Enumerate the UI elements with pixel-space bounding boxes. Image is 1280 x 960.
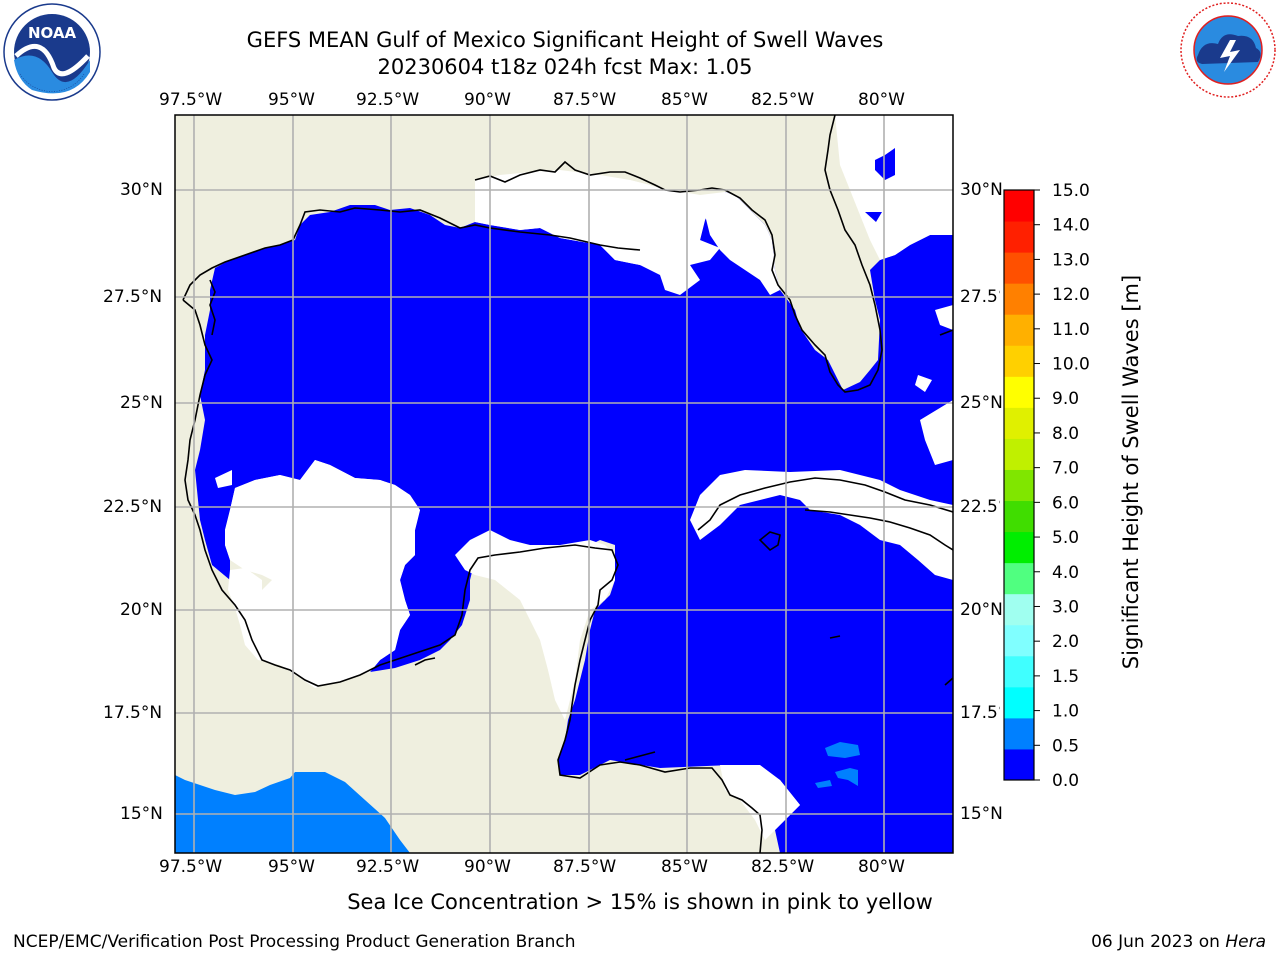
lat-label-left: 20°N: [120, 600, 163, 620]
nodata-florida-west: [700, 192, 780, 295]
colorbar-segment: [1004, 748, 1034, 781]
nws-logo: [1180, 2, 1276, 98]
chart-title: GEFS MEAN Gulf of Mexico Significant Hei…: [246, 28, 884, 52]
colorbar-segment: [1004, 252, 1034, 284]
lon-label-bottom: 97.5°W: [159, 857, 223, 877]
colorbar-segment: [1004, 283, 1034, 315]
colorbar-label: Significant Height of Swell Waves [m]: [1119, 274, 1143, 670]
colorbar-segment: [1004, 407, 1034, 439]
colorbar: [1003, 189, 1035, 781]
lat-label-right: 17.5°N: [960, 703, 1000, 723]
nodata-bahamas: [915, 305, 953, 465]
lon-label-top: 92.5°W: [356, 90, 420, 110]
lon-label-top: 90°W: [464, 90, 511, 110]
swell-field-low: [195, 192, 953, 853]
blue-atlantic-patch: [865, 148, 895, 222]
lat-label-left: 25°N: [120, 393, 163, 413]
chart-subtitle: 20230604 t18z 024h fcst Max: 1.05: [377, 55, 753, 79]
lon-label-bottom: 95°W: [268, 857, 315, 877]
lon-label-bottom: 82.5°W: [751, 857, 815, 877]
colorbar-segment: [1004, 717, 1034, 750]
colorbar-frame: [1003, 189, 1035, 781]
lat-label-left: 30°N: [120, 180, 163, 200]
lat-label-right: 22.5°N: [960, 497, 1000, 517]
colorbar-segment: [1004, 624, 1034, 657]
colorbar-segment: [1004, 686, 1034, 719]
colorbar-tick-label: 11.0: [1052, 320, 1090, 340]
lat-label-right: 27.5°N: [960, 287, 1000, 307]
colorbar-segment: [1004, 500, 1034, 533]
lon-label-top: 85°W: [661, 90, 708, 110]
footer-credit: NCEP/EMC/Verification Post Processing Pr…: [13, 932, 576, 952]
swell-field-mid-carib-2: [815, 768, 858, 788]
lat-label-right: 20°N: [960, 600, 1003, 620]
lon-label-bottom: 87.5°W: [553, 857, 617, 877]
colorbar-tick-label: 1.5: [1052, 667, 1079, 687]
colorbar-tick-label: 15.0: [1052, 181, 1090, 201]
gridlines: [175, 115, 953, 853]
colorbar-segment: [1004, 562, 1034, 595]
nodata-small-2: [630, 180, 665, 205]
sea-ice-note: Sea Ice Concentration > 15% is shown in …: [347, 890, 933, 914]
colorbar-tick-label: 9.0: [1052, 389, 1079, 409]
footer-date: 06 Jun 2023 on Hera: [1091, 932, 1266, 952]
lat-label-right: 25°N: [960, 393, 1002, 413]
nodata-honduras: [720, 765, 800, 840]
lat-label-right: 30°N: [960, 180, 1003, 200]
map-frame: [174, 114, 954, 854]
colorbar-tick-label: 6.0: [1052, 493, 1079, 513]
colorbar-segment: [1004, 376, 1034, 408]
colorbar-tick-label: 5.0: [1052, 528, 1079, 548]
footer-host: Hera: [1225, 932, 1266, 952]
colorbar-tick-label: 4.0: [1052, 563, 1079, 583]
colorbar-tick-label: 12.0: [1052, 285, 1090, 305]
colorbar-tick-label: 8.0: [1052, 424, 1079, 444]
lon-label-top: 95°W: [268, 90, 315, 110]
noaa-logo: NOAA: [3, 3, 101, 101]
colorbar-tick-label: 0.5: [1052, 736, 1079, 756]
lat-label-left: 15°N: [120, 804, 163, 824]
lon-label-top: 97.5°W: [159, 90, 223, 110]
colorbar-ticks: 0.0 0.5 1.0 1.5 2.0 3.0 4.0 5.0 6.0 7.0 8.0 9.0 10.0…: [1034, 181, 1090, 791]
colorbar-segment: [1004, 190, 1034, 222]
colorbar-segment: [1004, 531, 1034, 564]
lon-label-top: 82.5°W: [751, 90, 815, 110]
lon-label-bottom: 85°W: [661, 857, 708, 877]
nodata-cuba: [690, 470, 953, 580]
colorbar-segment: [1004, 469, 1034, 502]
nodata-yucatan: [455, 530, 615, 720]
lon-label-top: 87.5°W: [553, 90, 617, 110]
map-area: [175, 115, 953, 853]
colorbar-tick-label: 14.0: [1052, 216, 1090, 236]
lon-label-bottom: 90°W: [464, 857, 511, 877]
nodata-small-1: [215, 470, 232, 488]
colorbar-segment: [1004, 438, 1034, 470]
colorbar-tick-label: 7.0: [1052, 459, 1079, 479]
footer-date-text: 06 Jun 2023 on: [1091, 932, 1220, 952]
lat-label-right: 15°N: [960, 804, 1003, 824]
colorbar-tick-label: 0.0: [1052, 771, 1079, 791]
colorbar-tick-label: 10.0: [1052, 355, 1090, 375]
lat-label-left: 22.5°N: [103, 497, 163, 517]
nodata-atlantic: [835, 115, 953, 260]
lat-label-left: 17.5°N: [103, 703, 163, 723]
colorbar-tick-label: 13.0: [1052, 250, 1090, 270]
lon-label-top: 80°W: [858, 90, 905, 110]
colorbar-segment: [1004, 345, 1034, 377]
colorbar-segment: [1004, 593, 1034, 626]
colorbar-tick-label: 1.0: [1052, 702, 1079, 722]
noaa-logo-text: NOAA: [28, 24, 77, 42]
colorbar-tick-label: 3.0: [1052, 597, 1079, 617]
swell-field-mid-carib-1: [825, 742, 860, 758]
lat-label-left: 27.5°N: [103, 287, 163, 307]
lon-label-bottom: 80°W: [858, 857, 905, 877]
colorbar-segment: [1004, 655, 1034, 688]
colorbar-tick-label: 2.0: [1052, 632, 1079, 652]
colorbar-segment: [1004, 221, 1034, 253]
nodata-west-gulf: [225, 460, 420, 688]
colorbar-segment: [1004, 314, 1034, 346]
lon-label-bottom: 92.5°W: [356, 857, 420, 877]
